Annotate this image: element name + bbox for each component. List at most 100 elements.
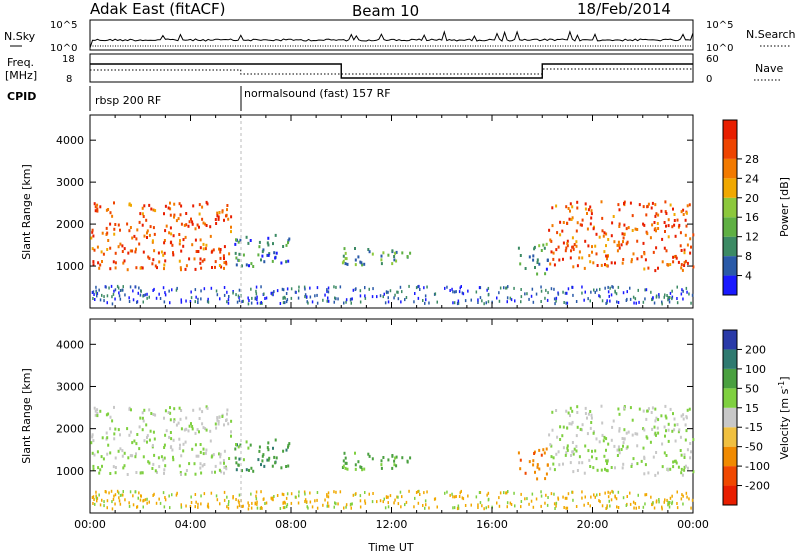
- power-cell: [642, 300, 645, 304]
- velocity-cell: [485, 506, 487, 510]
- power-cell: [680, 249, 683, 252]
- power-cell: [222, 254, 225, 258]
- power-cell: [207, 300, 210, 304]
- power-cell: [309, 295, 312, 299]
- power-cell: [223, 257, 225, 260]
- power-cell: [225, 260, 227, 264]
- power-cell: [122, 285, 124, 289]
- power-cell: [655, 246, 658, 250]
- velocity-cell: [364, 499, 366, 503]
- power-cell: [616, 243, 619, 247]
- power-cell: [682, 297, 684, 301]
- velocity-cell: [146, 497, 148, 501]
- velocity-cell: [606, 459, 609, 463]
- velocity-cell: [260, 506, 262, 509]
- velocity-cell: [223, 490, 226, 494]
- power-cell: [107, 208, 110, 211]
- power-cell: [114, 223, 117, 226]
- velocity-cell: [658, 500, 660, 504]
- power-cell: [274, 256, 277, 260]
- power-cell: [134, 285, 137, 289]
- power-cell: [656, 222, 659, 225]
- power-cell: [266, 241, 269, 245]
- power-cell: [109, 211, 112, 215]
- power-cell: [555, 204, 558, 208]
- velocity-cell: [656, 426, 659, 430]
- power-ytick-label: 2000: [56, 218, 84, 231]
- velocity-cell: [163, 471, 165, 475]
- velocity-cell: [103, 504, 105, 508]
- velocity-cell: [136, 433, 139, 436]
- velocity-ytick-label: 4000: [56, 338, 84, 351]
- power-cell: [258, 240, 261, 244]
- power-cell: [107, 239, 110, 242]
- power-cell: [625, 299, 628, 302]
- velocity-cell: [422, 504, 424, 507]
- power-cell: [665, 212, 668, 215]
- power-cell: [215, 289, 218, 293]
- power-cell: [265, 296, 268, 300]
- velocity-cell: [235, 498, 237, 501]
- power-cell: [534, 266, 536, 269]
- power-cell: [260, 301, 262, 304]
- velocity-cell: [642, 446, 645, 450]
- power-cell: [395, 259, 398, 263]
- power-cell: [247, 241, 250, 245]
- velocity-cell: [192, 408, 195, 412]
- velocity-cell: [569, 461, 572, 465]
- velocity-cell: [304, 498, 307, 502]
- power-cell: [622, 240, 624, 244]
- velocity-cell: [540, 504, 542, 508]
- nave-label: Nave: [755, 62, 783, 75]
- power-cell: [591, 245, 593, 249]
- power-cell: [667, 235, 670, 239]
- velocity-cell: [555, 504, 557, 508]
- velocity-cell: [598, 440, 601, 444]
- velocity-cell: [158, 497, 160, 501]
- power-cell: [380, 254, 383, 258]
- power-cell: [254, 297, 256, 301]
- velocity-cell: [163, 443, 166, 447]
- power-cell: [457, 301, 460, 305]
- power-cell: [498, 299, 501, 303]
- power-cell: [175, 288, 178, 292]
- power-cell: [685, 286, 688, 290]
- power-cell: [220, 265, 223, 269]
- power-colorbar-swatch: [723, 158, 737, 179]
- power-cell: [667, 218, 670, 222]
- velocity-cell: [387, 495, 389, 499]
- power-cell: [106, 248, 109, 251]
- velocity-cell: [143, 439, 146, 443]
- power-cell: [384, 301, 387, 305]
- power-cell: [594, 290, 596, 294]
- power-cell: [634, 227, 637, 231]
- power-cell: [559, 233, 562, 237]
- power-cell: [98, 266, 101, 270]
- power-cell: [355, 287, 357, 291]
- power-cell: [610, 261, 613, 265]
- velocity-cell: [91, 435, 94, 439]
- velocity-cell: [264, 502, 266, 505]
- power-cell: [172, 253, 175, 257]
- power-cell: [453, 301, 456, 305]
- power-cell: [691, 293, 694, 297]
- power-cell: [217, 217, 220, 221]
- power-cell: [692, 233, 695, 237]
- power-cell: [284, 301, 286, 305]
- power-cell: [101, 231, 104, 235]
- velocity-cell: [122, 490, 124, 493]
- velocity-cell: [616, 454, 619, 457]
- power-cell: [91, 291, 94, 294]
- velocity-cell: [92, 439, 95, 443]
- power-cell: [110, 284, 113, 288]
- velocity-cell: [379, 499, 382, 503]
- power-cell: [380, 262, 383, 266]
- velocity-cell: [569, 406, 572, 410]
- velocity-cell: [143, 498, 145, 502]
- power-cell: [111, 214, 114, 218]
- power-cell: [214, 218, 217, 221]
- velocity-cell: [571, 409, 574, 413]
- power-cell: [393, 296, 395, 300]
- power-cell: [121, 244, 124, 248]
- velocity-cell: [477, 506, 479, 509]
